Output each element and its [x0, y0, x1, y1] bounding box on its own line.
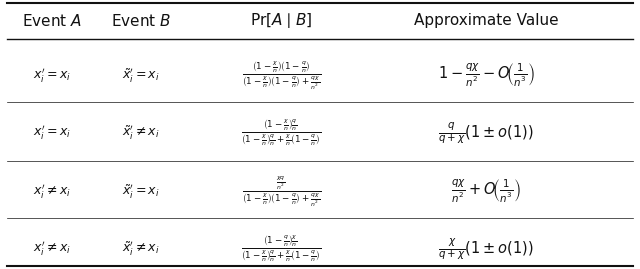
Text: $1 - \frac{q\chi}{n^2} - O\!\left(\frac{1}{n^3}\right)$: $1 - \frac{q\chi}{n^2} - O\!\left(\frac{… [438, 62, 534, 89]
Text: $\tilde{x}_i^{\prime} \neq x_i$: $\tilde{x}_i^{\prime} \neq x_i$ [122, 240, 160, 258]
Text: $\frac{\chi}{q+\chi}(1 \pm o(1))$: $\frac{\chi}{q+\chi}(1 \pm o(1))$ [438, 236, 534, 262]
Text: $\frac{\frac{\chi q}{n^2}}{\left(1-\frac{\chi}{n}\right)\left(1-\frac{q}{n}\righ: $\frac{\frac{\chi q}{n^2}}{\left(1-\frac… [242, 175, 321, 209]
Text: Event $A$: Event $A$ [22, 13, 82, 29]
Text: $x_i^{\prime} \neq x_i$: $x_i^{\prime} \neq x_i$ [33, 240, 71, 258]
Text: $x_i^{\prime} \neq x_i$: $x_i^{\prime} \neq x_i$ [33, 183, 71, 201]
Text: $\mathrm{Pr}[A \mid B]$: $\mathrm{Pr}[A \mid B]$ [250, 11, 313, 30]
Text: $x_i^{\prime} = x_i$: $x_i^{\prime} = x_i$ [33, 66, 71, 84]
Text: $x_i^{\prime} = x_i$: $x_i^{\prime} = x_i$ [33, 124, 71, 142]
Text: $\frac{q\chi}{n^2} + O\!\left(\frac{1}{n^3}\right)$: $\frac{q\chi}{n^2} + O\!\left(\frac{1}{n… [451, 178, 521, 205]
Text: $\tilde{x}_i^{\prime} \neq x_i$: $\tilde{x}_i^{\prime} \neq x_i$ [122, 124, 160, 142]
Text: Approximate Value: Approximate Value [413, 13, 558, 28]
Text: Event $B$: Event $B$ [111, 13, 172, 29]
Text: $\tilde{x}_i^{\prime} = x_i$: $\tilde{x}_i^{\prime} = x_i$ [122, 66, 160, 84]
Text: $\frac{\left(1-\frac{\chi}{n}\right)\left(1-\frac{q}{n}\right)}{\left(1-\frac{\c: $\frac{\left(1-\frac{\chi}{n}\right)\lef… [242, 59, 321, 91]
Text: $\frac{\left(1-\frac{q}{n}\right)\frac{\chi}{n}}{\left(1-\frac{\chi}{n}\right)\f: $\frac{\left(1-\frac{q}{n}\right)\frac{\… [241, 234, 322, 264]
Text: $\tilde{x}_i^{\prime} = x_i$: $\tilde{x}_i^{\prime} = x_i$ [122, 183, 160, 201]
Text: $\frac{\left(1-\frac{\chi}{n}\right)\frac{q}{n}}{\left(1-\frac{\chi}{n}\right)\f: $\frac{\left(1-\frac{\chi}{n}\right)\fra… [241, 118, 322, 148]
Text: $\frac{q}{q+\chi}(1 \pm o(1))$: $\frac{q}{q+\chi}(1 \pm o(1))$ [438, 120, 534, 146]
